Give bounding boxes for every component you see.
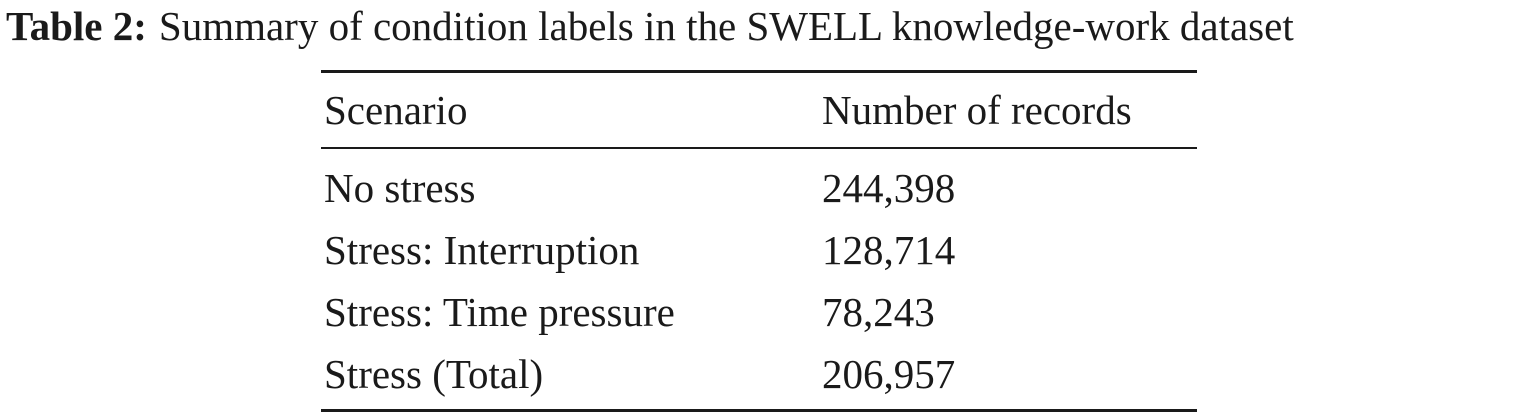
header-number-of-records: Number of records [822, 87, 1132, 133]
top-rule [321, 70, 1197, 73]
caption-label: Table 2: [6, 3, 147, 49]
table-row: No stress 244,398 [321, 149, 1197, 219]
scenario-cell: No stress [324, 165, 476, 211]
table-row: Stress: Time pressure 78,243 [321, 281, 1197, 343]
table-row: Stress: Interruption 128,714 [321, 219, 1197, 281]
scenario-cell: Stress (Total) [324, 351, 544, 397]
records-cell: 206,957 [822, 351, 956, 397]
data-table: Scenario Number of records No stress 244… [321, 70, 1197, 412]
records-table-body: No stress 244,398 Stress: Interruption 1… [321, 149, 1197, 409]
records-cell: 78,243 [822, 289, 935, 335]
header-scenario: Scenario [324, 87, 468, 133]
records-table: Scenario Number of records [321, 73, 1197, 147]
caption-text: Summary of condition labels in the SWELL… [158, 3, 1294, 49]
records-cell: 244,398 [822, 165, 956, 211]
scenario-cell: Stress: Time pressure [324, 289, 675, 335]
table-row: Stress (Total) 206,957 [321, 343, 1197, 409]
records-cell: 128,714 [822, 227, 956, 273]
bottom-rule [321, 409, 1197, 412]
scenario-cell: Stress: Interruption [324, 227, 640, 273]
table-caption: Table 2: Summary of condition labels in t… [6, 2, 1518, 50]
mid-rule [321, 147, 1197, 149]
header-row: Scenario Number of records [321, 73, 1197, 147]
